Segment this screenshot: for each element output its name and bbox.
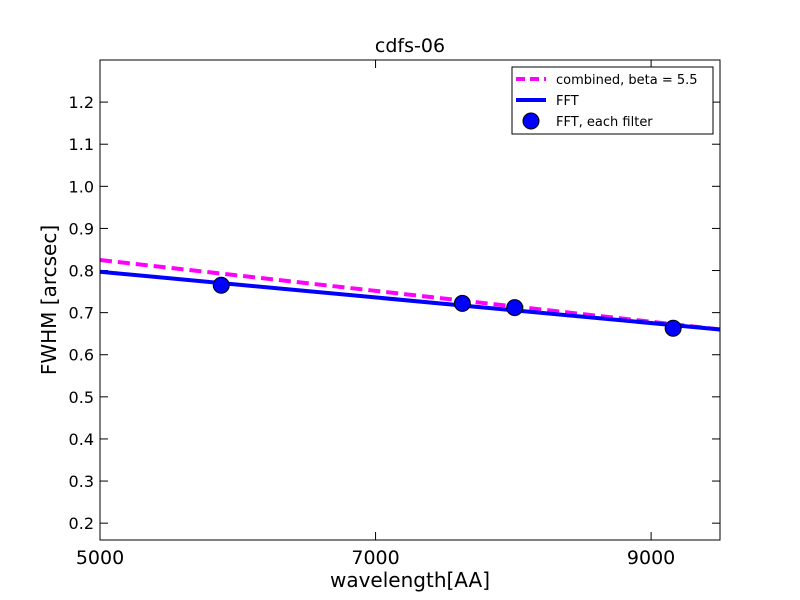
data-point xyxy=(664,319,682,337)
series-line-0 xyxy=(99,258,721,332)
y-tick-label: 1.1 xyxy=(69,135,94,154)
y-tick-label: 1.2 xyxy=(69,93,94,112)
x-tick-label: 5000 xyxy=(76,547,124,569)
data-point xyxy=(453,294,471,312)
legend-label: FFT xyxy=(556,94,579,109)
y-tick-label: 1.0 xyxy=(69,177,94,196)
plot-frame xyxy=(99,59,721,541)
y-tick-label: 0.6 xyxy=(69,346,94,365)
y-tick-label: 0.2 xyxy=(69,514,94,533)
y-tick-label: 0.8 xyxy=(69,262,94,281)
data-point xyxy=(212,276,230,294)
series-group xyxy=(99,258,721,337)
legend-label: combined, beta = 5.5 xyxy=(556,73,698,88)
x-axis-label: wavelength[AA] xyxy=(330,568,490,592)
legend-swatch-2 xyxy=(522,112,540,130)
y-axis-label: FWHM [arcsec] xyxy=(37,225,61,375)
x-tick-label: 9000 xyxy=(627,547,675,569)
x-tick-label: 7000 xyxy=(351,547,399,569)
series-line-1 xyxy=(99,269,721,332)
legend-label: FFT, each filter xyxy=(556,115,653,130)
ticks-group: 5000 7000 9000 0.2 0.3 0.4 0.5 0.6 0.7 0.8 0.9 1.0 1… xyxy=(69,60,720,569)
y-tick-label: 0.7 xyxy=(69,304,94,323)
y-tick-label: 0.3 xyxy=(69,472,94,491)
y-tick-label: 0.5 xyxy=(69,388,94,407)
y-tick-label: 0.9 xyxy=(69,219,94,238)
chart-title: cdfs-06 xyxy=(375,35,445,57)
y-tick-label: 0.4 xyxy=(69,430,94,449)
legend: combined, beta = 5.5 FFT FFT, each filter xyxy=(511,66,714,135)
data-point xyxy=(506,299,524,317)
